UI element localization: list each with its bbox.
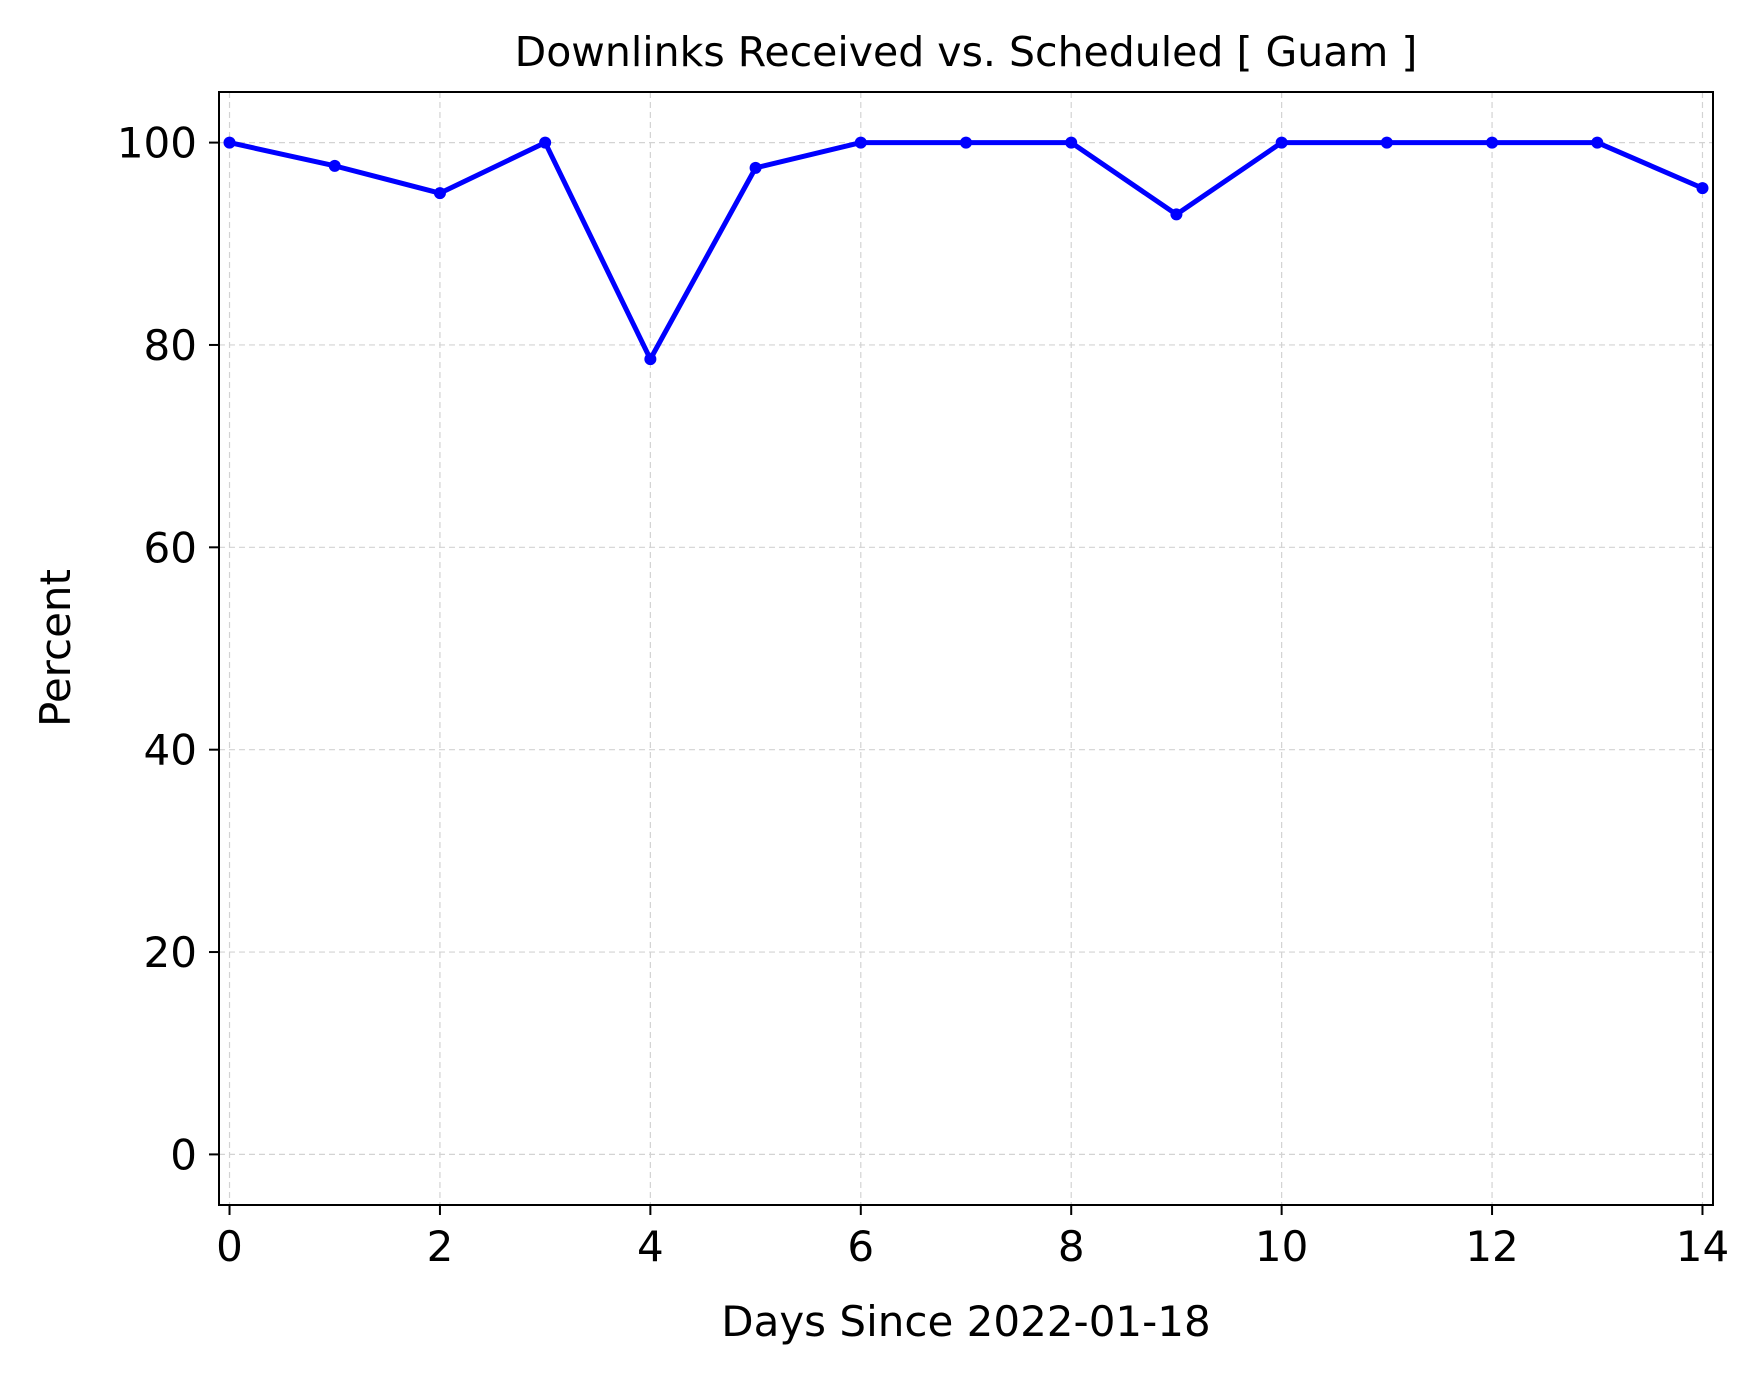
chart-title: Downlinks Received vs. Scheduled [ Guam … bbox=[515, 28, 1418, 76]
x-tick-label: 14 bbox=[1676, 1222, 1729, 1271]
y-tick-label: 40 bbox=[144, 726, 197, 775]
x-tick-label: 12 bbox=[1465, 1222, 1518, 1271]
x-tick-label: 0 bbox=[216, 1222, 243, 1271]
y-tick-label: 0 bbox=[170, 1130, 197, 1179]
data-point bbox=[749, 161, 762, 174]
plot-frame bbox=[218, 91, 1714, 1206]
x-tick-label: 10 bbox=[1255, 1222, 1308, 1271]
x-axis-label: Days Since 2022-01-18 bbox=[721, 1297, 1210, 1346]
series bbox=[223, 136, 1709, 366]
data-point bbox=[223, 136, 236, 149]
y-tick-label: 60 bbox=[144, 523, 197, 572]
data-point bbox=[960, 136, 972, 149]
y-tick-label: 20 bbox=[144, 928, 197, 977]
data-point bbox=[644, 353, 657, 366]
data-point bbox=[854, 136, 867, 149]
data-point bbox=[1065, 136, 1078, 149]
y-tick-label: 80 bbox=[144, 321, 197, 370]
data-point bbox=[539, 136, 552, 149]
x-tick-label: 2 bbox=[427, 1222, 454, 1271]
x-tick-label: 4 bbox=[637, 1222, 664, 1271]
data-point bbox=[1486, 136, 1499, 149]
y-axis-label: Percent bbox=[31, 569, 80, 727]
data-point bbox=[1170, 208, 1183, 221]
data-point bbox=[1380, 136, 1393, 149]
y-tick-label: 100 bbox=[117, 119, 197, 168]
ticks: 0 2 4 6 8 10 12 14 0 20 40 60 80 100 bbox=[117, 119, 1729, 1271]
data-point bbox=[433, 187, 446, 200]
data-point bbox=[1275, 136, 1288, 149]
data-point bbox=[1696, 182, 1709, 195]
data-point bbox=[1591, 136, 1604, 149]
x-tick-label: 8 bbox=[1058, 1222, 1085, 1271]
x-tick-label: 6 bbox=[847, 1222, 874, 1271]
data-point bbox=[328, 159, 341, 172]
